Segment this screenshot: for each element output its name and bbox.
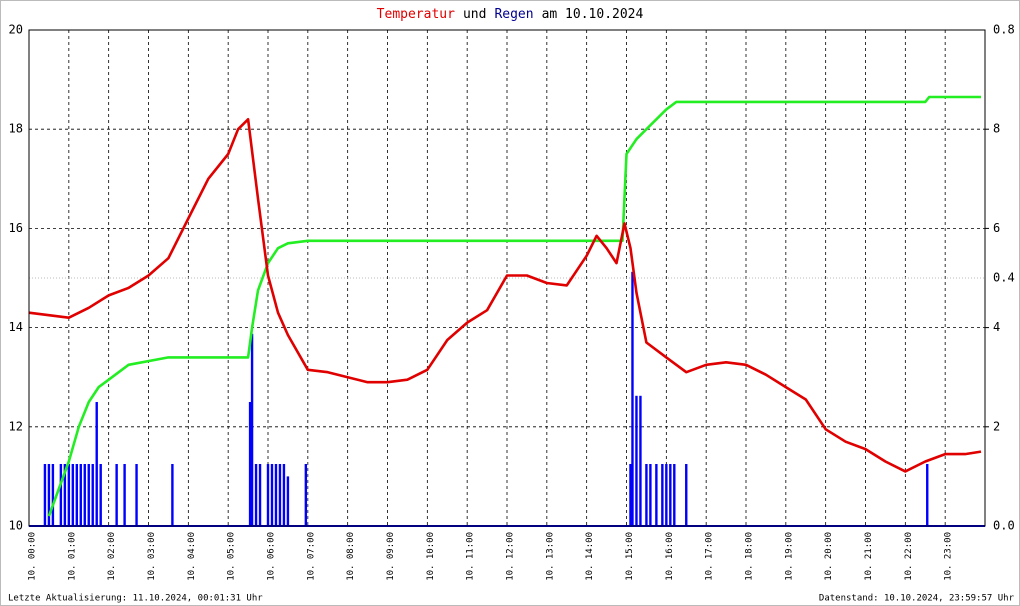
rain-bar: [115, 464, 118, 526]
x-tick-label: 10. 09:00: [386, 532, 396, 581]
rain-bar: [649, 464, 652, 526]
footer-right: Datenstand: 10.10.2024, 23:59:57 Uhr: [819, 594, 1015, 604]
y-tick-label: 18: [9, 122, 23, 136]
rain-bar: [135, 464, 138, 526]
x-tick-label: 10. 01:00: [67, 532, 77, 581]
rain-bar: [51, 464, 55, 526]
rain-bar: [304, 464, 308, 526]
rain-bar: [83, 464, 86, 526]
rain-bar: [286, 476, 290, 526]
y2-tick-label: 8: [993, 122, 1000, 136]
y3-tick-label: 0.0: [993, 519, 1015, 533]
y2-tick-label: 6: [993, 221, 1000, 235]
x-tick-label: 10. 06:00: [267, 532, 277, 581]
rain-bar: [258, 464, 262, 526]
x-tick-label: 10. 03:00: [147, 532, 157, 581]
rain-bar: [254, 464, 258, 526]
chart-title: Temperatur und Regen am 10.10.2024: [377, 7, 644, 22]
y-tick-label: 12: [9, 419, 23, 433]
title-part: und: [463, 7, 486, 22]
rain-bar: [266, 464, 270, 526]
y3-tick-label: 0.8: [993, 23, 1015, 37]
x-tick-label: 10. 18:00: [745, 532, 755, 581]
rain-bar: [669, 464, 672, 526]
title-part: Temperatur: [377, 7, 455, 22]
y2-tick-label: 2: [993, 419, 1000, 433]
rain-bar: [47, 464, 51, 526]
x-tick-label: 10. 22:00: [904, 532, 914, 581]
y-tick-label: 20: [9, 23, 23, 37]
rain-bar: [123, 464, 126, 526]
title-part: am 10.10.2024: [542, 7, 644, 22]
footer-left: Letzte Aktualisierung: 11.10.2024, 00:01…: [8, 594, 263, 604]
x-tick-label: 10. 14:00: [585, 532, 595, 581]
rain-bar: [655, 464, 658, 526]
rain-bar: [67, 464, 71, 526]
rain-bar: [282, 464, 286, 526]
x-tick-label: 10. 17:00: [705, 532, 715, 581]
rain-bar: [673, 464, 676, 526]
rain-bar: [248, 402, 252, 526]
y-tick-label: 14: [9, 320, 23, 334]
rain-bar: [59, 464, 63, 526]
x-tick-label: 10. 23:00: [944, 532, 954, 581]
x-tick-label: 10. 08:00: [346, 532, 356, 581]
rain-bar: [639, 395, 642, 526]
rain-bar: [75, 464, 78, 526]
rain-bar: [278, 464, 282, 526]
rain-bar: [171, 464, 174, 526]
rain-bar: [79, 464, 82, 526]
series-line: [28, 118, 982, 473]
x-tick-label: 10. 00:00: [28, 532, 38, 581]
rain-bar: [91, 464, 94, 526]
rain-bar: [43, 464, 47, 526]
rain-bar: [99, 464, 102, 526]
y-tick-label: 10: [9, 519, 23, 533]
rain-bar: [631, 271, 634, 526]
rain-bar: [274, 464, 278, 526]
x-tick-label: 10. 20:00: [824, 532, 834, 581]
rain-bar: [645, 464, 648, 526]
rain-bar: [63, 464, 67, 526]
title-part: Regen: [494, 7, 533, 22]
plot-frame: [28, 29, 986, 527]
rain-bar: [926, 464, 929, 526]
rain-bar: [661, 464, 664, 526]
y-tick-label: 16: [9, 221, 23, 235]
rain-bar: [87, 464, 90, 526]
x-tick-label: 10. 15:00: [625, 532, 635, 581]
rain-bar: [95, 402, 98, 526]
rain-bar: [665, 464, 668, 526]
x-tick-label: 10. 12:00: [506, 532, 516, 581]
series-line: [47, 95, 981, 517]
x-tick-label: 10. 05:00: [227, 532, 237, 581]
x-tick-label: 10. 13:00: [545, 532, 555, 581]
rain-bar: [270, 464, 274, 526]
x-tick-label: 10. 19:00: [784, 532, 794, 581]
rain-bar: [635, 395, 638, 526]
rain-bar: [71, 464, 75, 526]
y2-tick-label: 4: [993, 320, 1000, 334]
x-tick-label: 10. 04:00: [187, 532, 197, 581]
rain-bar: [629, 464, 632, 526]
x-tick-label: 10. 07:00: [306, 532, 316, 581]
rain-bar: [685, 464, 688, 526]
y3-tick-label: 0.4: [993, 271, 1015, 285]
rain-bar: [250, 333, 254, 526]
x-tick-label: 10. 16:00: [665, 532, 675, 581]
x-tick-label: 10. 02:00: [107, 532, 117, 581]
x-tick-label: 10. 21:00: [864, 532, 874, 581]
x-tick-label: 10. 11:00: [466, 532, 476, 581]
x-tick-label: 10. 10:00: [426, 532, 436, 581]
